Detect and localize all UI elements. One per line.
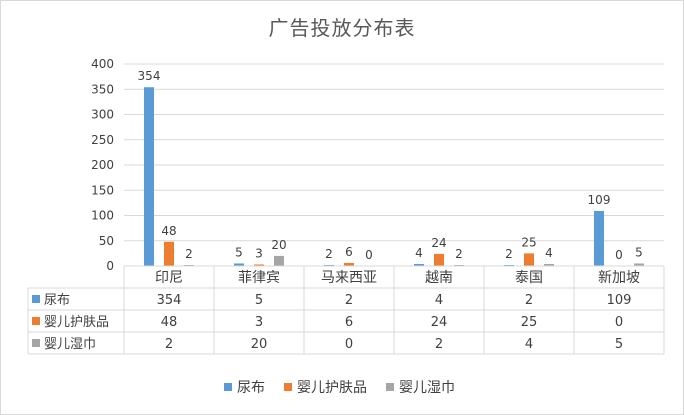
bar [344, 262, 354, 266]
table-series-name: 婴儿湿巾 [44, 337, 96, 352]
category-label: 菲律宾 [238, 270, 280, 286]
y-tick-label: 100 [91, 209, 114, 223]
bar [234, 263, 244, 266]
legend-swatch [284, 383, 292, 391]
y-tick-label: 350 [91, 82, 114, 96]
data-label: 2 [455, 247, 463, 261]
table-cell: 4 [525, 337, 533, 352]
data-label: 24 [431, 236, 446, 250]
table-cell: 2 [435, 337, 443, 352]
table-series-key [32, 317, 40, 325]
data-label: 3 [255, 246, 263, 260]
y-tick-label: 250 [91, 133, 114, 147]
legend-label: 婴儿护肤品 [297, 380, 367, 396]
legend-swatch [224, 383, 232, 391]
table-cell: 354 [157, 293, 182, 308]
table-cell: 48 [161, 315, 178, 330]
category-label: 泰国 [515, 270, 543, 286]
bar [634, 263, 644, 266]
bar [414, 263, 424, 266]
y-tick-label: 0 [106, 259, 114, 273]
bar [274, 255, 284, 266]
table-cell: 2 [525, 293, 533, 308]
data-label: 48 [161, 224, 176, 238]
table-cell: 20 [251, 337, 268, 352]
category-label: 越南 [425, 270, 453, 286]
data-label: 0 [365, 248, 373, 262]
table-cell: 109 [607, 293, 632, 308]
table-series-key [32, 295, 40, 303]
y-tick-label: 200 [91, 158, 114, 172]
legend-swatch [386, 383, 394, 391]
table-cell: 2 [345, 293, 353, 308]
table-cell: 4 [435, 293, 443, 308]
data-label: 2 [325, 247, 333, 261]
table-cell: 0 [345, 337, 353, 352]
data-label: 109 [588, 193, 611, 207]
bar [184, 264, 194, 266]
data-label: 20 [271, 238, 286, 252]
category-label: 新加坡 [598, 270, 640, 286]
table-cell: 6 [345, 315, 353, 330]
data-label: 0 [615, 248, 623, 262]
bar [434, 253, 444, 266]
bar [544, 263, 554, 266]
table-cell: 0 [615, 315, 623, 330]
bar [164, 241, 174, 266]
table-cell: 5 [255, 293, 263, 308]
bar [504, 264, 514, 266]
bar [324, 264, 334, 266]
bar [454, 264, 464, 266]
table-series-key [32, 339, 40, 347]
bar [254, 264, 264, 266]
table-cell: 25 [521, 315, 538, 330]
table-cell: 24 [431, 315, 448, 330]
data-label: 5 [235, 245, 243, 259]
bar [524, 253, 534, 266]
data-label: 2 [505, 247, 513, 261]
table-cell: 2 [165, 337, 173, 352]
data-label: 354 [138, 69, 161, 83]
y-tick-label: 300 [91, 108, 114, 122]
data-label: 6 [345, 245, 353, 259]
bar [144, 87, 154, 266]
category-label: 印尼 [155, 270, 183, 286]
table-series-name: 尿布 [44, 293, 70, 308]
y-tick-label: 50 [99, 234, 114, 248]
legend-label: 婴儿湿巾 [399, 380, 455, 396]
category-label: 马来西亚 [321, 270, 377, 286]
table-series-name: 婴儿护肤品 [44, 315, 109, 330]
data-label: 5 [635, 245, 643, 259]
table-cell: 3 [255, 315, 263, 330]
table-cell: 5 [615, 337, 623, 352]
chart-title: 广告投放分布表 [268, 16, 416, 40]
data-label: 4 [415, 246, 423, 260]
bar [594, 210, 604, 266]
data-label: 2 [185, 247, 193, 261]
y-tick-label: 150 [91, 183, 114, 197]
legend-label: 尿布 [237, 380, 265, 396]
data-label: 25 [521, 235, 536, 249]
y-tick-label: 400 [91, 57, 114, 71]
data-label: 4 [545, 246, 553, 260]
